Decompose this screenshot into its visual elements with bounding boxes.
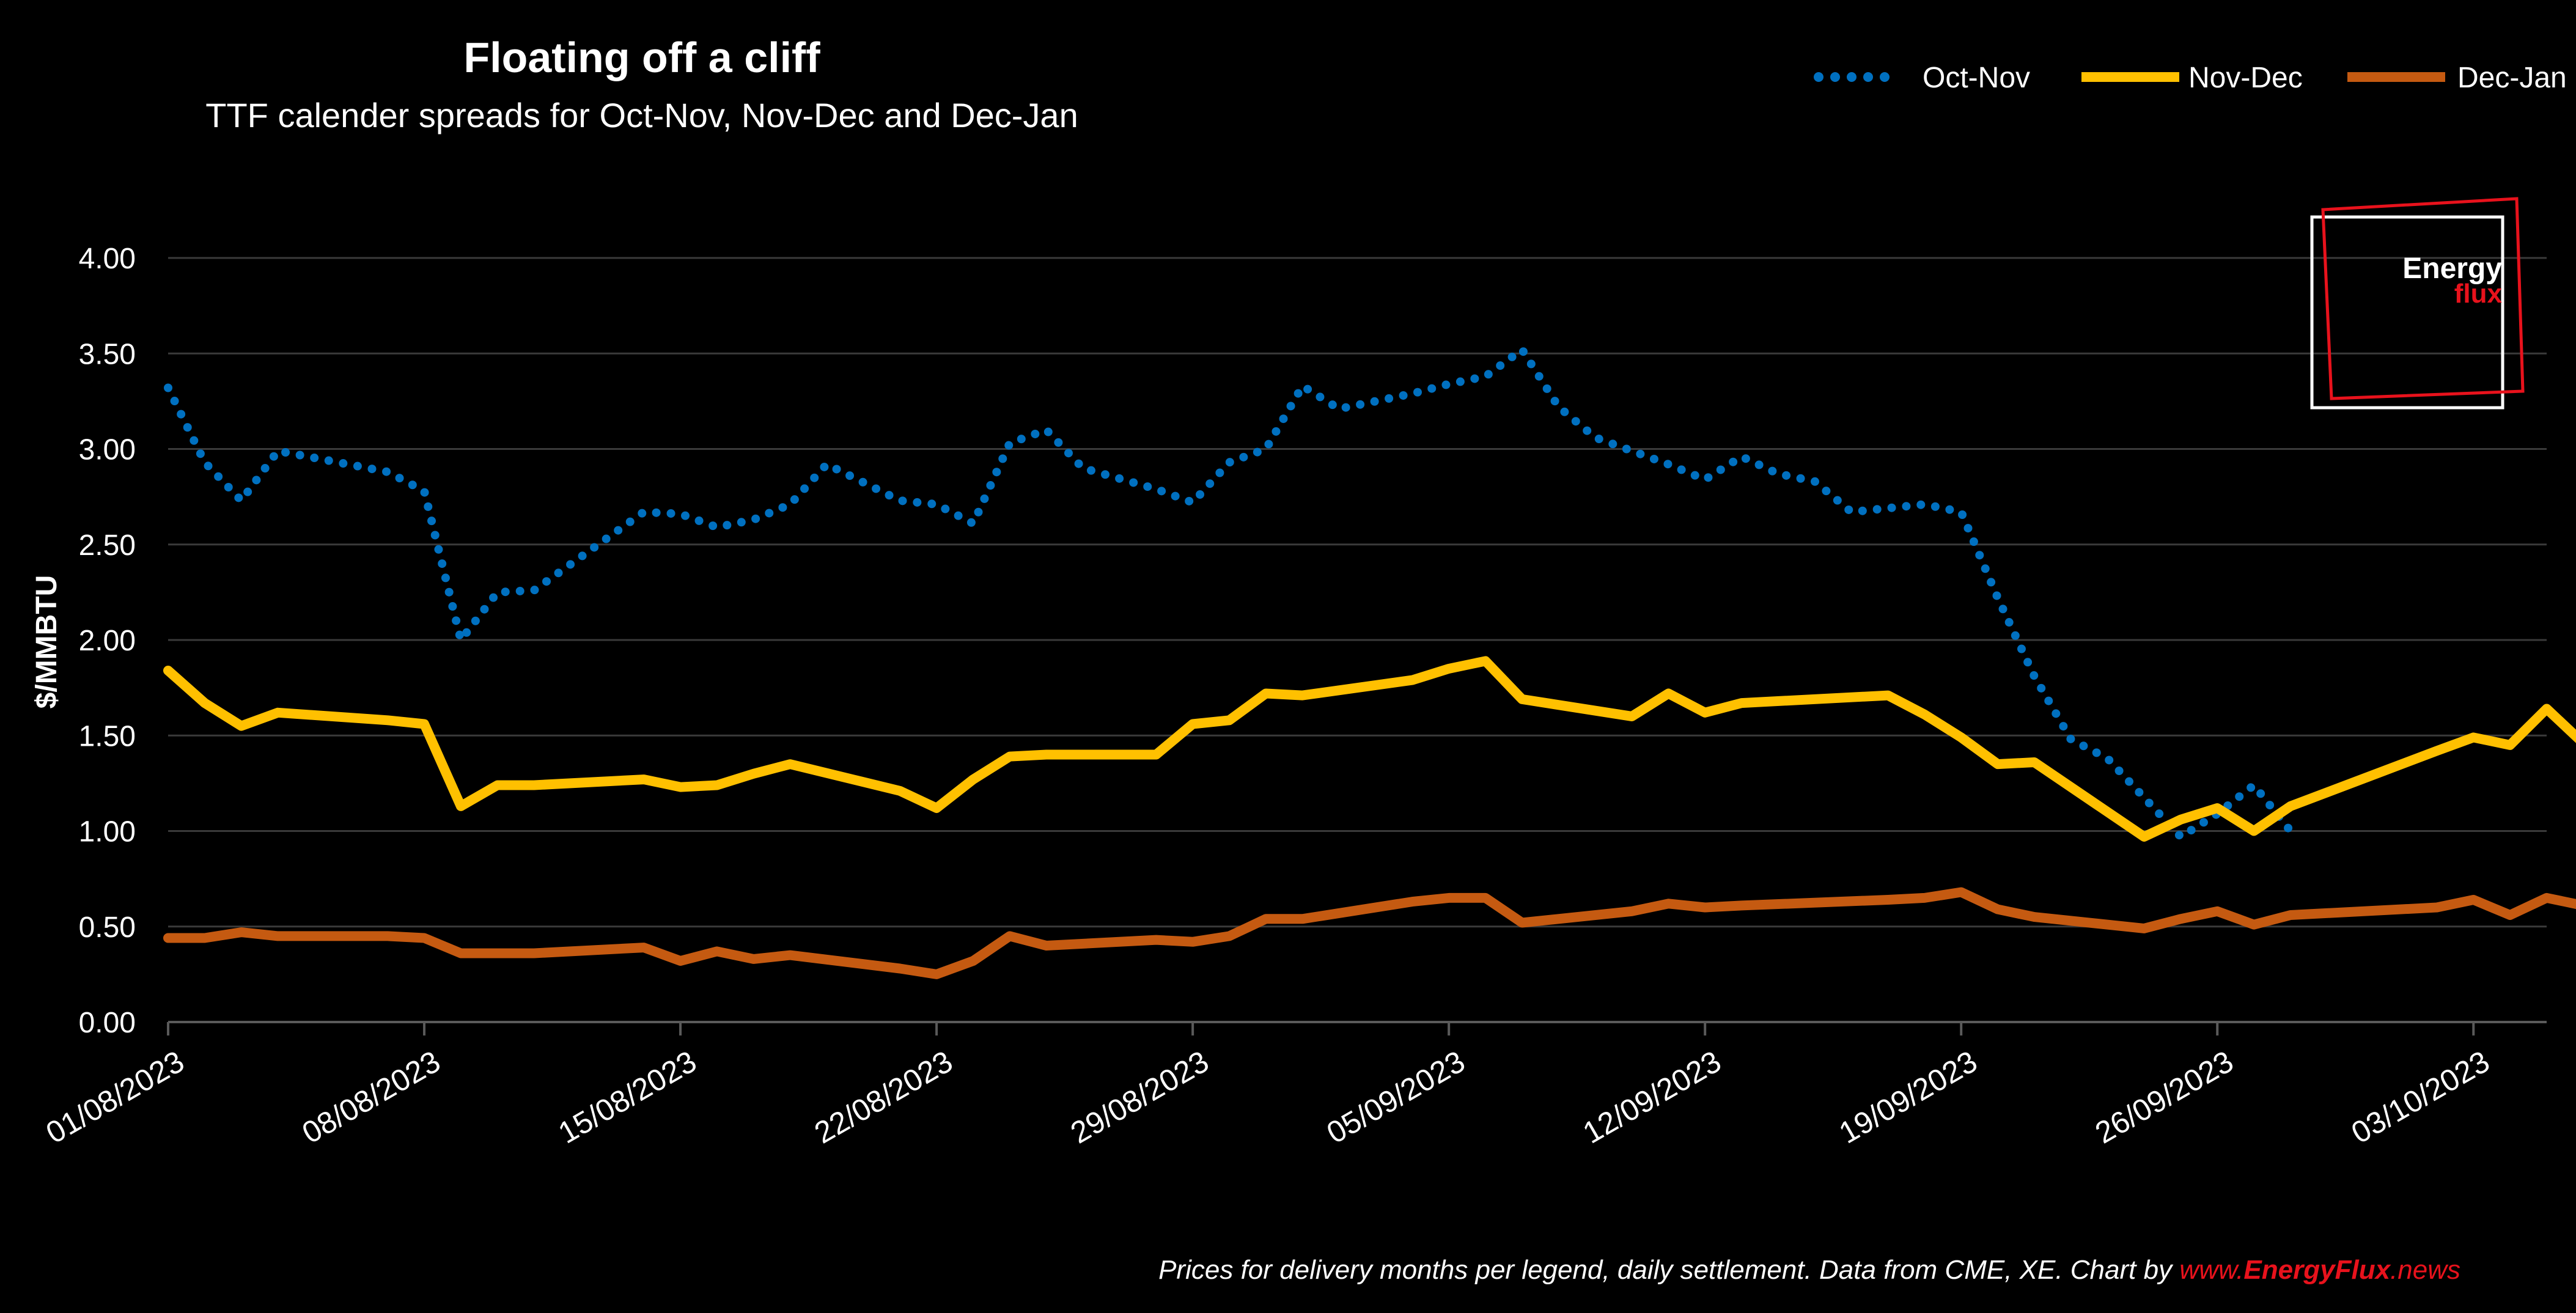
y-tick-label: 1.50 <box>79 720 136 752</box>
series-line-dec-jan <box>163 887 2576 979</box>
legend-item-nov-dec: Nov-Dec <box>2081 62 2303 94</box>
logo-text-energy: Energy <box>2402 252 2502 285</box>
x-axis-ticks: 01/08/2023 08/08/2023 15/08/2023 22/08/2023… <box>40 1022 2495 1150</box>
x-tick-label: 22/08/2023 <box>809 1044 959 1150</box>
y-tick-label: 2.00 <box>79 625 136 657</box>
x-tick-label: 08/08/2023 <box>296 1044 446 1150</box>
y-tick-label: 0.50 <box>79 911 136 944</box>
chart-subtitle: TTF calender spreads for Oct-Nov, Nov-De… <box>205 96 1078 134</box>
legend-item-oct-nov: Oct-Nov <box>1814 62 2030 94</box>
x-tick-label: 19/09/2023 <box>1833 1044 1983 1150</box>
y-tick-label: 0.00 <box>79 1007 136 1039</box>
y-axis-label: $/MMBTU <box>31 575 63 709</box>
series-lines <box>163 345 2576 979</box>
y-tick-label: 2.50 <box>79 529 136 562</box>
series-line-nov-dec <box>163 656 2576 842</box>
y-tick-label: 3.50 <box>79 338 136 370</box>
x-tick-label: 01/08/2023 <box>40 1044 190 1150</box>
y-tick-label: 3.00 <box>79 434 136 466</box>
logo-red-frame <box>2321 197 2525 400</box>
footer-link-brand: EnergyFlux <box>2243 1255 2391 1285</box>
energyflux-logo: Energy flux <box>2310 197 2525 410</box>
footer-text: Prices for delivery months per legend, d… <box>1158 1255 2179 1285</box>
footer-link-suffix: .news <box>2390 1255 2460 1285</box>
y-axis-ticks: 4.00 3.50 3.00 2.50 2.00 1.50 1.00 0.50 0.00 <box>79 243 136 1039</box>
legend-label-oct-nov: Oct-Nov <box>1923 62 2030 94</box>
y-tick-label: 4.00 <box>79 243 136 275</box>
footer-note: Prices for delivery months per legend, d… <box>1158 1255 2460 1285</box>
legend-item-dec-jan: Dec-Jan <box>2347 62 2567 94</box>
chart-title: Floating off a cliff <box>463 34 820 81</box>
x-tick-label: 29/08/2023 <box>1065 1044 1215 1150</box>
legend: Oct-Nov Nov-Dec Dec-Jan <box>1814 62 2567 94</box>
legend-label-nov-dec: Nov-Dec <box>2188 62 2303 94</box>
logo-white-frame <box>2310 215 2504 410</box>
y-tick-label: 1.00 <box>79 816 136 848</box>
logo-text-flux: flux <box>2454 279 2503 309</box>
x-tick-label: 12/09/2023 <box>1577 1044 1727 1150</box>
grid-lines <box>168 257 2547 928</box>
x-tick-label: 26/09/2023 <box>2089 1044 2239 1150</box>
series-line-oct-nov <box>164 345 2295 841</box>
x-tick-label: 03/10/2023 <box>2346 1044 2495 1150</box>
legend-label-dec-jan: Dec-Jan <box>2457 62 2567 94</box>
footer-link-prefix: www. <box>2179 1255 2243 1285</box>
x-tick-label: 05/09/2023 <box>1321 1044 1471 1150</box>
x-tick-label: 15/08/2023 <box>553 1044 702 1150</box>
